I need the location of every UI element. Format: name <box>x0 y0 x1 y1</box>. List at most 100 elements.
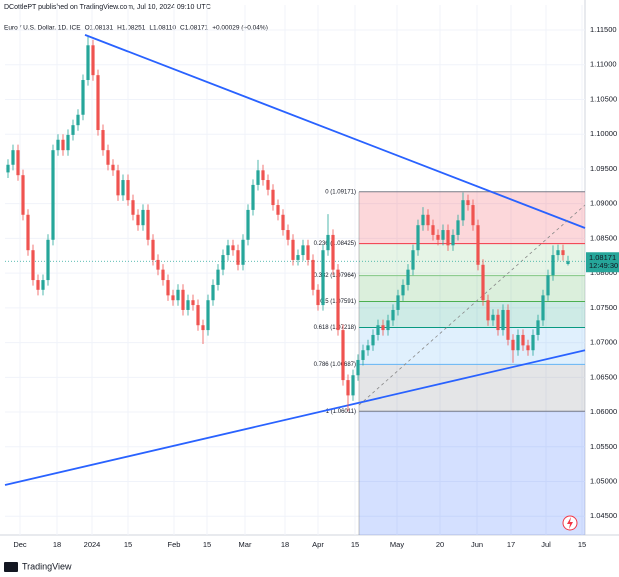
y-tick-label: 1.06500 <box>590 372 617 381</box>
fib-label: 0.618 (1.07218) <box>314 325 356 331</box>
candle-body <box>356 359 360 376</box>
y-tick-label: 1.10500 <box>590 94 617 103</box>
candle-body <box>6 164 10 173</box>
candle-body <box>126 180 130 201</box>
candle-body <box>16 150 20 176</box>
price-tag-countdown: 12:49:30 <box>589 261 618 270</box>
candle-body <box>346 380 350 396</box>
fib-label: 0.236 (1.08425) <box>314 241 356 247</box>
candle-body <box>161 269 165 281</box>
candle-body <box>551 255 555 276</box>
candle-body <box>546 275 550 296</box>
fib-label: 0.786 (1.06687) <box>314 362 356 368</box>
x-tick-label: Jul <box>541 540 551 549</box>
candle-body <box>141 209 145 226</box>
candle-body <box>416 225 420 251</box>
candle-body <box>351 375 355 396</box>
candle-body <box>306 245 310 260</box>
candle-body <box>516 334 520 351</box>
x-tick-label: Apr <box>312 540 324 549</box>
candle-body <box>406 269 410 285</box>
candle-body <box>206 300 210 331</box>
fib-band <box>359 243 585 276</box>
candle-body <box>456 220 460 235</box>
candle-body <box>121 180 125 196</box>
x-tick-label: May <box>390 540 404 549</box>
trendline <box>358 204 586 406</box>
y-tick-label: 1.07000 <box>590 338 617 347</box>
y-tick-label: 1.08000 <box>590 268 617 277</box>
candle-body <box>471 205 475 226</box>
candle-body <box>111 164 115 171</box>
candle-body <box>151 239 155 260</box>
candle-body <box>331 234 335 270</box>
candle-body <box>66 134 70 151</box>
x-tick-label: 15 <box>578 540 586 549</box>
candle-body <box>136 214 140 226</box>
publisher: DCottlePT published on TradingView.com, … <box>4 4 211 11</box>
x-tick-label: Mar <box>239 540 252 549</box>
y-tick-label: 1.08500 <box>590 233 617 242</box>
candle-body <box>91 45 95 76</box>
candle-body <box>321 250 325 306</box>
candle-body <box>336 269 340 331</box>
candle-body <box>536 320 540 335</box>
candle-body <box>251 184 255 210</box>
candle-body <box>511 339 515 351</box>
candle-body <box>186 300 190 310</box>
candle-body <box>326 234 330 251</box>
candle-body <box>26 214 30 251</box>
candle-body <box>376 325 380 335</box>
candle-body <box>36 280 40 290</box>
candle-body <box>341 330 345 381</box>
alert-icon <box>562 515 578 531</box>
fib-label: 1 (1.06011) <box>326 409 356 415</box>
candle-body <box>476 225 480 265</box>
candle-body <box>96 75 100 131</box>
x-tick-label: 2024 <box>84 540 101 549</box>
candle-body <box>311 259 315 290</box>
candle-body <box>171 295 175 301</box>
candle-body <box>411 250 415 270</box>
legend-close: C1.08171 <box>180 25 209 32</box>
x-tick-label: 15 <box>351 540 359 549</box>
brand-text: TradingView <box>22 561 72 571</box>
candle-body <box>31 250 35 281</box>
candle-body <box>226 245 230 256</box>
legend-symbol: Euro / U.S. Dollar, 1D, ICE <box>4 25 81 32</box>
fib-band <box>359 411 585 535</box>
y-tick-label: 1.09500 <box>590 164 617 173</box>
price-tag-value: 1.08171 <box>589 253 616 262</box>
candle-body <box>386 320 390 331</box>
candle-body <box>496 314 500 331</box>
y-tick-label: 1.11000 <box>590 60 617 69</box>
candle-body <box>56 139 60 151</box>
candle-body <box>61 139 65 151</box>
candle-body <box>101 130 105 151</box>
x-tick-label: 18 <box>281 540 289 549</box>
x-tick-label: 20 <box>436 540 444 549</box>
y-tick-label: 1.07500 <box>590 303 617 312</box>
x-tick-label: 17 <box>507 540 515 549</box>
candle-body <box>51 150 55 240</box>
candle-body <box>466 200 470 206</box>
legend-open: O1.08131 <box>85 25 114 32</box>
fib-label: 0 (1.09171) <box>325 189 356 195</box>
candle-body <box>431 225 435 235</box>
x-tick-label: 18 <box>53 540 61 549</box>
candle-body <box>426 214 430 226</box>
candle-body <box>246 209 250 240</box>
candle-body <box>561 250 565 256</box>
candle-body <box>286 230 290 240</box>
candle-body <box>166 280 170 296</box>
candle-body <box>526 345 530 351</box>
candle-body <box>11 150 15 165</box>
candle-body <box>131 200 135 215</box>
trendline <box>84 34 586 229</box>
candle-body <box>241 239 245 265</box>
icon-bolt <box>567 517 573 529</box>
candle-body <box>196 305 200 326</box>
x-tick-label: Feb <box>168 540 181 549</box>
candle-body <box>176 289 180 301</box>
